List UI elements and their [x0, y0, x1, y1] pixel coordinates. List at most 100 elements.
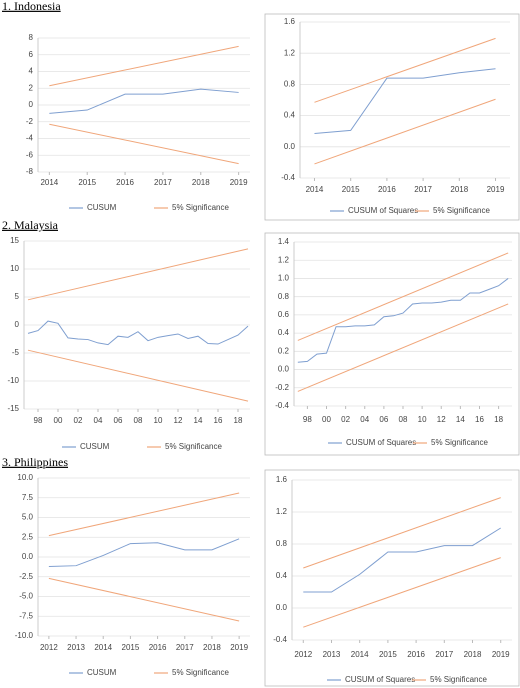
x-tick-label: 98: [34, 416, 43, 425]
section-heading: 1. Indonesia: [2, 0, 61, 13]
x-tick-label: 2018: [203, 643, 221, 652]
series-line: [27, 320, 249, 346]
x-tick-label: 2016: [149, 643, 167, 652]
x-tick-label: 2012: [40, 643, 58, 652]
x-tick-label: 2019: [230, 178, 248, 187]
legend-label: CUSUM of Squares: [345, 675, 415, 684]
series-line: [49, 123, 239, 165]
x-tick-label: 2015: [78, 178, 96, 187]
series-line: [314, 98, 496, 165]
y-tick-label: -10.0: [15, 631, 34, 640]
x-tick-label: 14: [194, 416, 203, 425]
y-tick-label: 0.8: [276, 539, 288, 548]
x-tick-label: 02: [341, 415, 350, 424]
y-tick-label: -4: [26, 134, 34, 143]
x-tick-label: 08: [399, 415, 408, 424]
y-tick-label: 0.0: [284, 142, 296, 151]
section-heading: 2. Malaysia: [2, 218, 59, 232]
x-tick-label: 18: [494, 415, 503, 424]
series-line: [49, 45, 239, 87]
y-tick-label: -8: [26, 167, 34, 176]
x-tick-label: 08: [134, 416, 143, 425]
y-tick-label: 0.6: [278, 310, 290, 319]
x-tick-label: 2014: [351, 650, 369, 659]
y-tick-label: 15: [10, 236, 19, 245]
x-tick-label: 2016: [378, 185, 396, 194]
x-tick-label: 06: [114, 416, 123, 425]
x-tick-label: 2017: [414, 185, 432, 194]
y-tick-label: -10: [7, 376, 19, 385]
legend-label: 5% Significance: [165, 442, 222, 451]
legend-label: 5% Significance: [172, 203, 229, 212]
y-tick-label: 0: [15, 320, 20, 329]
y-tick-label: 0.2: [278, 346, 290, 355]
series-line: [297, 252, 509, 341]
legend-label: CUSUM of Squares: [346, 438, 416, 447]
y-tick-label: 1.2: [276, 507, 288, 516]
y-tick-label: 6: [29, 50, 34, 59]
y-tick-label: 10.0: [17, 473, 33, 482]
y-tick-label: 0.8: [284, 80, 296, 89]
x-tick-label: 14: [456, 415, 465, 424]
y-tick-label: 2: [29, 83, 34, 92]
series-line: [297, 278, 509, 363]
y-tick-label: 0.0: [278, 365, 290, 374]
x-tick-label: 00: [54, 416, 63, 425]
x-tick-label: 16: [214, 416, 223, 425]
x-tick-label: 2019: [230, 643, 248, 652]
y-tick-label: -2: [26, 117, 34, 126]
legend-label: 5% Significance: [431, 438, 488, 447]
y-tick-label: 1.0: [278, 274, 290, 283]
y-tick-label: 2.5: [22, 532, 34, 541]
x-tick-label: 2014: [94, 643, 112, 652]
y-tick-label: 1.4: [278, 237, 290, 246]
series-line: [48, 577, 240, 622]
x-tick-label: 04: [94, 416, 103, 425]
x-tick-label: 2018: [192, 178, 210, 187]
legend-label: 5% Significance: [430, 675, 487, 684]
x-tick-label: 2019: [492, 650, 510, 659]
x-tick-label: 2019: [487, 185, 505, 194]
series-line: [303, 557, 501, 628]
x-tick-label: 04: [360, 415, 369, 424]
x-tick-label: 10: [418, 415, 427, 424]
series-line: [27, 349, 249, 402]
y-tick-label: 1.6: [284, 17, 296, 26]
legend-label: 5% Significance: [433, 206, 490, 215]
panel-frame: [264, 232, 520, 456]
y-tick-label: 1.2: [284, 48, 296, 57]
series-line: [303, 497, 501, 569]
y-tick-label: -15: [7, 404, 19, 413]
x-tick-label: 2013: [67, 643, 85, 652]
section-heading: 3. Philippines: [2, 455, 68, 469]
y-tick-label: 0.4: [284, 111, 296, 120]
series-line: [314, 37, 496, 103]
y-tick-label: 0.4: [278, 328, 290, 337]
x-tick-label: 02: [74, 416, 83, 425]
y-tick-label: 5: [15, 292, 20, 301]
x-tick-label: 2018: [450, 185, 468, 194]
x-tick-label: 2015: [379, 650, 397, 659]
x-tick-label: 2016: [407, 650, 425, 659]
y-tick-label: -2.5: [19, 572, 33, 581]
x-tick-label: 2018: [464, 650, 482, 659]
x-tick-label: 2014: [40, 178, 58, 187]
x-tick-label: 2017: [435, 650, 453, 659]
series-line: [48, 492, 240, 537]
y-tick-label: -5: [12, 348, 20, 357]
x-tick-label: 2017: [176, 643, 194, 652]
x-tick-label: 10: [154, 416, 163, 425]
x-tick-label: 12: [174, 416, 183, 425]
y-tick-label: -0.4: [275, 401, 289, 410]
x-tick-label: 2015: [122, 643, 140, 652]
x-tick-label: 2013: [323, 650, 341, 659]
y-tick-label: -6: [26, 150, 34, 159]
series-line: [297, 303, 509, 392]
series-line: [303, 527, 501, 593]
y-tick-label: 0.4: [276, 571, 288, 580]
legend-label: CUSUM: [80, 442, 110, 451]
series-line: [49, 88, 239, 114]
x-tick-label: 98: [303, 415, 312, 424]
x-tick-label: 16: [475, 415, 484, 424]
